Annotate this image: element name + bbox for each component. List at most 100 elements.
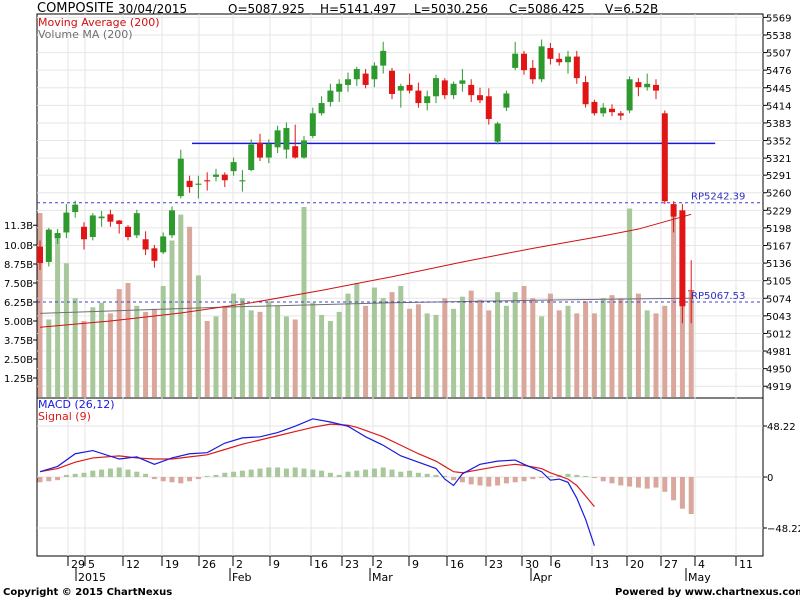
macd-histogram-bar — [187, 477, 193, 482]
price-tick-label: 4950 — [766, 365, 791, 376]
volume-bar — [151, 308, 157, 397]
candle-body — [345, 79, 351, 85]
volume-bar — [503, 305, 509, 397]
macd-histogram-bar — [653, 477, 659, 488]
price-tick-label: 5352 — [766, 137, 791, 148]
macd-histogram-bar — [477, 477, 483, 486]
symbol-label: COMPOSITE — [37, 1, 114, 16]
candle-body — [72, 204, 79, 213]
macd-histogram-bar — [195, 477, 201, 480]
volume-bar — [644, 310, 650, 397]
macd-histogram-bar — [433, 474, 439, 477]
candle-body — [353, 69, 360, 80]
volume-bar — [635, 293, 641, 397]
candle-body — [653, 84, 659, 91]
volume-bar — [495, 292, 501, 397]
macd-histogram-bar — [371, 468, 377, 477]
volume-bar — [134, 305, 140, 397]
price-tick-label: 5383 — [766, 119, 791, 130]
volume-bar — [143, 311, 149, 397]
x-tick-label: 20 — [630, 558, 644, 571]
candle-body — [565, 56, 571, 63]
volume-tick-label: 11.3B — [4, 221, 33, 232]
macd-histogram-bar — [486, 477, 492, 487]
candle-body — [415, 90, 422, 104]
candle-body — [151, 248, 158, 261]
volume-bar — [371, 287, 377, 397]
candle-body — [617, 113, 624, 116]
volume-bar — [231, 293, 237, 397]
x-tick-label: 29 — [71, 558, 85, 571]
price-tick-label: 5012 — [766, 329, 791, 340]
candle-body — [125, 226, 131, 237]
candle-body — [81, 226, 87, 240]
macd-histogram-bar — [583, 475, 589, 477]
price-tick-label: 5136 — [766, 259, 791, 270]
volume-bar — [530, 298, 536, 397]
macd-histogram-bar — [363, 469, 369, 477]
volume-bar — [222, 305, 228, 397]
legend-moving-average: Moving Average (200) — [38, 16, 160, 29]
macd-histogram-bar — [336, 474, 342, 477]
candle-body — [503, 93, 510, 108]
macd-histogram-bar — [424, 473, 430, 477]
price-tick-label: 5198 — [766, 224, 791, 235]
candle-body — [521, 53, 527, 71]
macd-histogram-bar — [143, 473, 149, 477]
candle-body — [477, 95, 483, 101]
legend-macd: MACD (26,12) — [38, 398, 115, 411]
candle-body — [292, 146, 299, 158]
price-tick-label: 4981 — [766, 347, 791, 358]
volume-bar — [556, 310, 562, 397]
candle-body — [450, 83, 457, 96]
volume-bar — [521, 286, 527, 397]
macd-histogram-bar — [116, 467, 122, 477]
candle-body — [468, 84, 475, 96]
candle-body — [54, 233, 61, 239]
macd-histogram-bar — [292, 467, 298, 477]
candle-body — [89, 215, 96, 237]
macd-histogram-bar — [37, 477, 43, 483]
volume-bar — [37, 213, 43, 397]
price-tick-label: 5291 — [766, 171, 791, 182]
macd-histogram-bar — [671, 477, 677, 501]
volume-value: V=6.52B — [605, 2, 659, 16]
volume-bar — [275, 305, 281, 397]
candle-body — [204, 180, 211, 182]
macd-histogram-bar — [327, 472, 333, 477]
volume-bar — [81, 321, 87, 397]
close-value: C=5086.425 — [509, 2, 585, 16]
candle-body — [591, 101, 598, 114]
volume-bar — [107, 313, 113, 397]
macd-histogram-bar — [231, 471, 237, 477]
x-tick-label: 26 — [202, 558, 216, 571]
price-tick-label: 5507 — [766, 49, 791, 60]
candle-body — [512, 53, 519, 68]
candle-body — [37, 246, 43, 264]
volume-bar — [547, 293, 553, 397]
macd-histogram-bar — [257, 468, 263, 477]
candle-body — [336, 83, 343, 92]
candle-body — [327, 90, 334, 102]
volume-bar — [688, 292, 694, 397]
macd-histogram-bar — [627, 477, 633, 487]
volume-bar — [283, 316, 289, 397]
candle-body — [679, 210, 686, 307]
candle-body — [380, 50, 387, 66]
macd-histogram-bar — [407, 470, 413, 477]
price-tick-label: 4919 — [766, 382, 791, 393]
x-tick-label: 27 — [664, 558, 678, 571]
volume-bar — [319, 314, 325, 397]
legend-volume-ma: Volume MA (200) — [38, 28, 133, 41]
macd-histogram-bar — [310, 469, 316, 477]
macd-histogram-bar — [503, 477, 509, 484]
price-tick-label: 5321 — [766, 154, 791, 165]
macd-histogram-bar — [662, 477, 668, 492]
candle-body — [274, 130, 281, 148]
volume-bar — [407, 308, 413, 397]
volume-tick-label: 5.00B — [4, 317, 33, 328]
candle-body — [45, 229, 52, 262]
volume-bar — [415, 304, 421, 397]
price-tick-label: 5167 — [766, 242, 791, 253]
candle-body — [177, 158, 184, 197]
